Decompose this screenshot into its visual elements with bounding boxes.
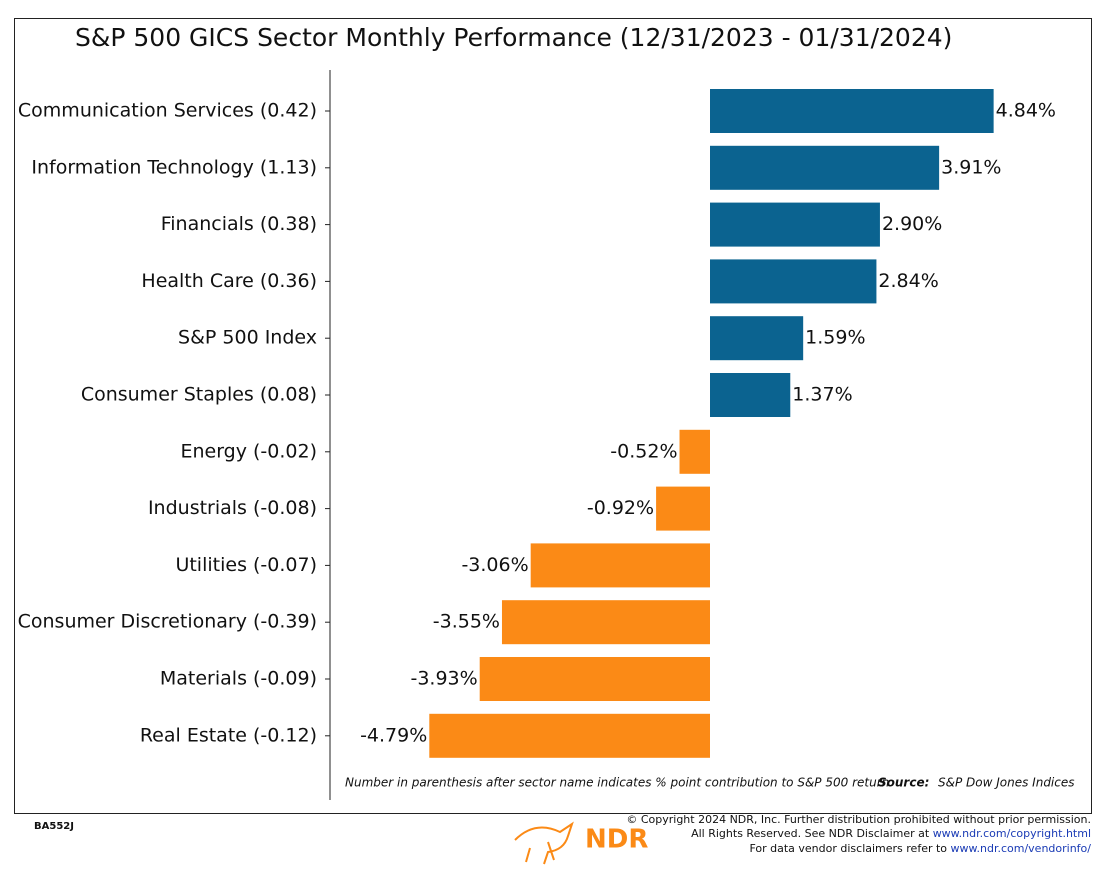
- logo: NDR: [585, 825, 648, 855]
- bar: [501, 600, 710, 645]
- category-label: Materials (-0.09): [160, 668, 317, 690]
- note: Number in parenthesis after sector name …: [345, 776, 889, 790]
- bar: [710, 373, 791, 417]
- copyright-text: All Rights Reserved. See NDR Disclaimer …: [691, 827, 933, 840]
- category-label: Energy (-0.02): [180, 440, 317, 462]
- logo-icon: [514, 821, 574, 865]
- value-label: 3.91%: [941, 156, 1001, 178]
- category-label: Real Estate (-0.12): [140, 724, 317, 746]
- category-label: Utilities (-0.07): [175, 554, 317, 576]
- copyright: All Rights Reserved. See NDR Disclaimer …: [691, 827, 1091, 840]
- source-label: Source:: [878, 776, 929, 790]
- value-label: -3.93%: [410, 668, 477, 690]
- value-label: 2.84%: [878, 270, 938, 292]
- bar: [479, 657, 710, 701]
- bar: [656, 486, 710, 531]
- chart-title: S&P 500 GICS Sector Monthly Performance …: [75, 23, 952, 52]
- copyright: © Copyright 2024 NDR, Inc. Further distr…: [626, 813, 1091, 826]
- bar: [710, 316, 804, 361]
- category-label: Consumer Discretionary (-0.39): [18, 611, 317, 633]
- value-label: -0.52%: [610, 440, 677, 462]
- bar: [679, 429, 710, 474]
- category-label: Financials (0.38): [161, 213, 317, 235]
- category-label: Consumer Staples (0.08): [81, 384, 317, 406]
- link[interactable]: www.ndr.com/vendorinfo/: [951, 842, 1092, 855]
- category-label: Information Technology (1.13): [31, 156, 317, 178]
- bar: [429, 713, 710, 758]
- value-label: -3.06%: [461, 554, 528, 576]
- value-label: -4.79%: [360, 724, 427, 746]
- value-label: 2.90%: [882, 213, 942, 235]
- category-label: Communication Services (0.42): [18, 100, 317, 122]
- category-label: Industrials (-0.08): [148, 497, 317, 519]
- value-label: 4.84%: [996, 100, 1056, 122]
- value-label: 1.37%: [792, 384, 852, 406]
- bar: [710, 202, 880, 247]
- category-label: Health Care (0.36): [141, 270, 317, 292]
- copyright: For data vendor disclaimers refer to www…: [749, 842, 1091, 855]
- source: S&P Dow Jones Indices: [938, 776, 1075, 790]
- frame: [14, 18, 1092, 814]
- copyright-text: For data vendor disclaimers refer to: [749, 842, 950, 855]
- chart-code: BA552J: [34, 821, 74, 832]
- category-label: S&P 500 Index: [178, 327, 317, 349]
- value-label: -3.55%: [433, 611, 500, 633]
- bar: [710, 145, 940, 190]
- value-label: -0.92%: [587, 497, 654, 519]
- bar: [710, 259, 877, 304]
- link[interactable]: www.ndr.com/copyright.html: [933, 827, 1091, 840]
- bar: [710, 89, 994, 133]
- value-label: 1.59%: [805, 327, 865, 349]
- bar: [530, 543, 710, 588]
